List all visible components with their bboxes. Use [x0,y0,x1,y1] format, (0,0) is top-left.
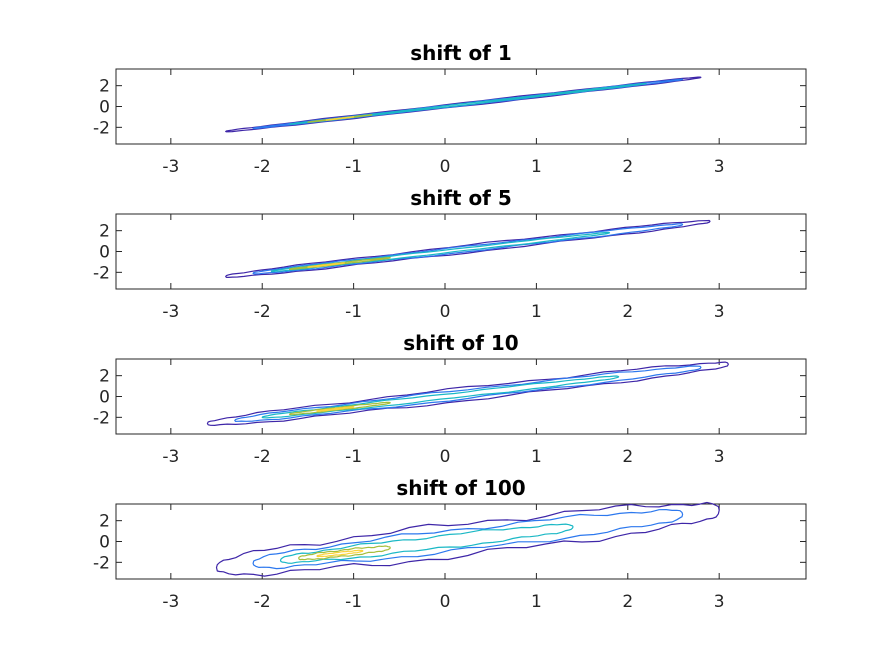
contour-level-3 [261,375,620,419]
axes-box [115,503,807,580]
x-tick-label: 3 [714,302,725,322]
subplot-3: shift of 10-3 -2 -1 0 1 2 320-2 [93,331,807,467]
contour-level-2 [252,509,684,570]
x-tick-label: 2 [622,447,633,467]
subplot-title: shift of 1 [410,41,512,65]
y-tick-label: 0 [99,98,110,118]
x-tick-label: 3 [714,157,725,177]
y-tick-label: -2 [93,263,110,283]
x-tick-label: -3 [162,592,179,612]
x-tick-label: 0 [440,592,451,612]
contour-level-5 [325,116,355,121]
subplot-title: shift of 10 [403,331,518,355]
subplot-2: shift of 5-3 -2 -1 0 1 2 320-2 [93,186,807,322]
y-tick-label: 0 [99,533,110,553]
contour-level-3 [289,82,647,125]
subplot-4: shift of 100-3 -2 -1 0 1 2 320-2 [93,476,807,612]
x-tick-label: -1 [345,157,362,177]
x-tick-label: -3 [162,302,179,322]
contour-level-1 [206,361,729,426]
contour-level-5 [316,549,364,558]
contour-level-5 [316,406,355,412]
contour-level-1 [225,76,702,133]
y-tick-label: 0 [99,388,110,408]
contour-level-2 [234,365,702,422]
x-tick-label: 0 [440,302,451,322]
y-tick-label: 0 [99,243,110,263]
contour-level-2 [252,223,684,275]
x-tick-label: 2 [622,302,633,322]
x-tick-label: -1 [345,302,362,322]
x-tick-label: -1 [345,592,362,612]
x-tick-label: 1 [531,592,542,612]
subplot-1: shift of 1-3 -2 -1 0 1 2 320-2 [93,41,807,177]
contour-level-4 [298,545,391,561]
x-tick-label: 3 [714,447,725,467]
x-tick-label: 1 [531,302,542,322]
y-tick-label: -2 [93,553,110,573]
x-tick-label: -2 [254,592,271,612]
x-tick-label: 3 [714,592,725,612]
x-tick-label: -1 [345,447,362,467]
subplot-title: shift of 100 [396,476,525,500]
y-tick-label: -2 [93,408,110,428]
contour-level-1 [225,219,711,278]
x-tick-label: -2 [254,157,271,177]
y-tick-label: -2 [93,118,110,138]
x-tick-label: -3 [162,447,179,467]
y-tick-label: 2 [99,512,110,532]
y-tick-label: 2 [99,367,110,387]
x-tick-label: 0 [440,447,451,467]
contour-level-1 [215,501,720,577]
y-tick-label: 2 [99,222,110,242]
contour-level-3 [279,523,574,564]
x-tick-label: -2 [254,447,271,467]
x-tick-label: 2 [622,157,633,177]
contour-level-4 [289,401,391,416]
y-tick-label: 2 [99,77,110,97]
x-tick-label: 1 [531,157,542,177]
x-tick-label: 1 [531,447,542,467]
contour-level-4 [307,114,373,123]
contour-level-5 [307,262,346,268]
x-tick-label: 2 [622,592,633,612]
axes-box [115,213,807,290]
x-tick-label: -2 [254,302,271,322]
x-tick-label: -3 [162,157,179,177]
subplot-title: shift of 5 [410,186,512,210]
x-tick-label: 0 [440,157,451,177]
